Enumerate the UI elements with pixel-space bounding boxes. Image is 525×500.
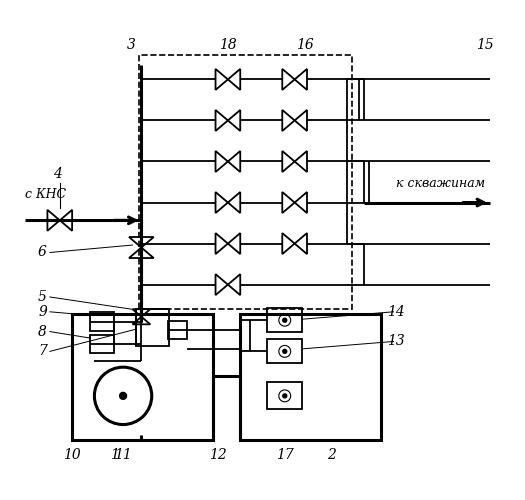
Bar <box>267 382 302 409</box>
Text: 1: 1 <box>110 448 119 462</box>
Text: 9: 9 <box>38 305 47 319</box>
Text: 8: 8 <box>38 324 47 338</box>
Text: 18: 18 <box>219 38 237 52</box>
Text: 7: 7 <box>38 344 47 358</box>
Text: к скважинам: к скважинам <box>396 177 485 190</box>
Text: 17: 17 <box>276 448 293 462</box>
Text: 2: 2 <box>328 448 337 462</box>
Text: 12: 12 <box>209 448 227 462</box>
Text: 13: 13 <box>387 334 405 348</box>
Text: 10: 10 <box>64 448 81 462</box>
Text: 15: 15 <box>476 38 494 52</box>
Text: 14: 14 <box>387 305 405 319</box>
Bar <box>267 340 302 363</box>
Bar <box>267 308 302 332</box>
Circle shape <box>283 394 287 398</box>
Bar <box>167 320 187 340</box>
Circle shape <box>120 392 127 400</box>
Text: с КНС: с КНС <box>25 188 66 200</box>
Bar <box>136 310 169 346</box>
Text: 11: 11 <box>114 448 132 462</box>
Bar <box>240 314 381 440</box>
Bar <box>90 334 114 353</box>
Circle shape <box>283 318 287 322</box>
Text: 16: 16 <box>296 38 313 52</box>
Bar <box>72 314 213 440</box>
Text: 5: 5 <box>38 290 47 304</box>
Bar <box>90 312 114 331</box>
Text: 6: 6 <box>38 246 47 260</box>
Circle shape <box>283 350 287 354</box>
Text: 3: 3 <box>127 38 136 52</box>
Text: 4: 4 <box>53 168 62 181</box>
Bar <box>139 54 352 310</box>
